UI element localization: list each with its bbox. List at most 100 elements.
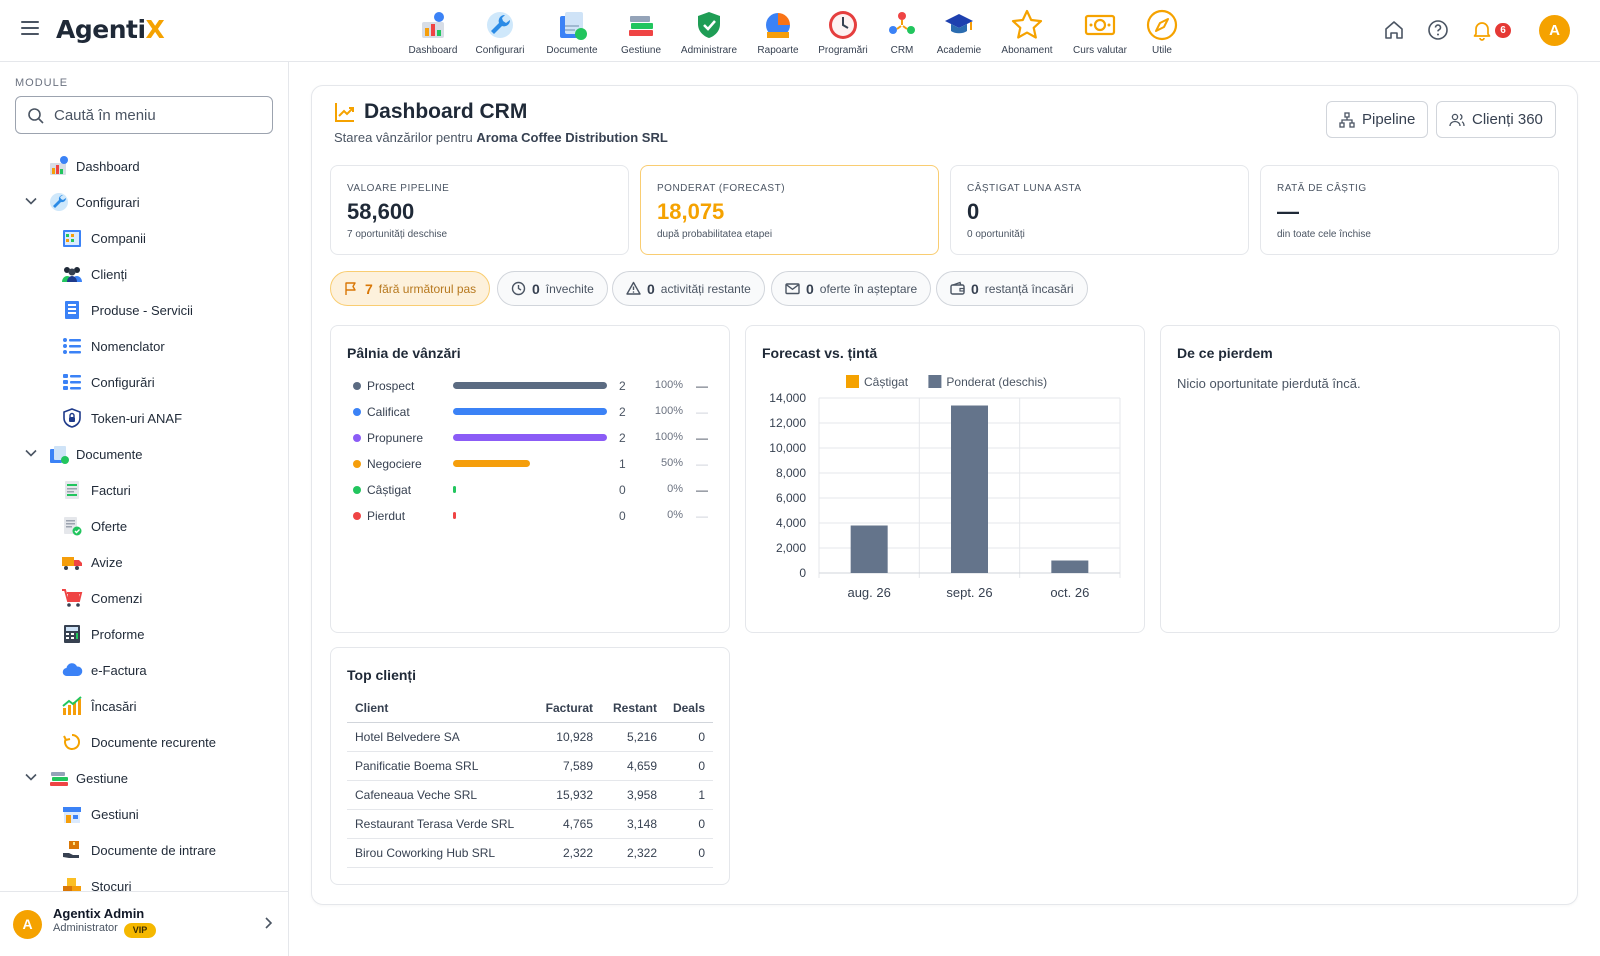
topnav-curs-valutar[interactable]: Curs valutar xyxy=(1066,0,1134,62)
search-input[interactable] xyxy=(54,105,264,125)
sidebar: MODULE Dashboard Configurari Companii Cl… xyxy=(0,62,289,956)
sidebar-item-gestiuni[interactable]: Gestiuni xyxy=(0,796,288,832)
topnav-rapoarte[interactable]: Rapoarte xyxy=(744,0,812,62)
kpi-value: — xyxy=(1277,199,1299,224)
column-header-overdue[interactable]: Restant xyxy=(595,694,659,723)
client-name-cell: Restaurant Terasa Verde SRL xyxy=(347,809,525,839)
loss-reasons-panel: De ce pierdem Nicio oportunitate pierdut… xyxy=(1160,325,1560,633)
top-bar: AgentiX Dashboard Configurari Documente … xyxy=(0,0,1600,62)
sidebar-item-documente[interactable]: Documente xyxy=(0,436,288,472)
user-avatar[interactable]: A xyxy=(1539,15,1570,46)
legend-label: Ponderat (deschis) xyxy=(946,375,1047,389)
chip-count: 0 xyxy=(647,280,655,297)
kpi-note: din toate cele închise xyxy=(1277,229,1371,240)
funnel-row: Calificat 2 100% — xyxy=(347,402,717,422)
sidebar-item-stocuri[interactable]: Stocuri xyxy=(0,868,288,904)
topnav-label: Programări xyxy=(818,45,868,56)
list-icon xyxy=(63,338,81,354)
page-title: Dashboard CRM xyxy=(364,100,528,123)
invoiced-cell: 15,932 xyxy=(525,780,595,810)
client-name-cell: Panificatie Boema SRL xyxy=(347,751,525,781)
sidebar-item-efactura[interactable]: e-Factura xyxy=(0,652,288,688)
deals-cell: 0 xyxy=(659,838,713,868)
stage-count: 0 xyxy=(619,483,626,497)
sidebar-item-configurari[interactable]: Configurari xyxy=(0,184,288,220)
kpi-card-won-month: CÂȘTIGAT LUNA ASTA 0 0 oportunități xyxy=(950,165,1249,255)
column-header-invoiced[interactable]: Facturat xyxy=(525,694,595,723)
topnav-gestiune[interactable]: Gestiune xyxy=(608,0,674,62)
offer-icon xyxy=(64,517,82,536)
building-icon xyxy=(63,230,81,247)
legend-swatch xyxy=(928,375,942,388)
dashboard-icon xyxy=(50,156,68,175)
sidebar-user-card[interactable]: A Agentix Admin Administrator VIP xyxy=(0,891,288,956)
help-icon[interactable] xyxy=(1426,18,1450,42)
y-tick-label: 6,000 xyxy=(776,491,806,505)
sidebar-item-token-anaf[interactable]: Token-uri ANAF xyxy=(0,400,288,436)
stage-dot xyxy=(353,434,361,442)
boxes-icon xyxy=(63,878,81,895)
topnav-academie[interactable]: Academie xyxy=(930,0,988,62)
topnav-programari[interactable]: Programări xyxy=(812,0,874,62)
topnav-dashboard[interactable]: Dashboard xyxy=(402,0,464,62)
chip-overdue-activities[interactable]: 0 activități restante xyxy=(612,271,765,306)
topnav-utile[interactable]: Utile xyxy=(1134,0,1190,62)
topnav-configurari[interactable]: Configurari xyxy=(464,0,536,62)
chevron-down-icon[interactable] xyxy=(24,194,38,208)
home-icon[interactable] xyxy=(1382,18,1406,42)
column-header-client[interactable]: Client xyxy=(347,694,525,723)
sidebar-item-clienti[interactable]: Clienți xyxy=(0,256,288,292)
stage-bar-track xyxy=(453,434,607,441)
topnav-abonament[interactable]: Abonament xyxy=(988,0,1066,62)
forecast-bar-chart: Câștigat Ponderat (deschis) 0 2,000 4,000 6,0… xyxy=(769,375,1121,600)
sidebar-item-configurari-sub[interactable]: Configurări xyxy=(0,364,288,400)
sidebar-item-facturi[interactable]: Facturi xyxy=(0,472,288,508)
sidebar-item-avize[interactable]: Avize xyxy=(0,544,288,580)
sidebar-item-gestiune[interactable]: Gestiune xyxy=(0,760,288,796)
app-logo[interactable]: AgentiX xyxy=(56,15,165,44)
topnav-label: Curs valutar xyxy=(1073,45,1127,56)
table-row[interactable]: Cafeneaua Veche SRL 15,932 3,958 1 xyxy=(347,780,713,810)
stage-bar-track xyxy=(453,382,607,389)
topnav-administrare[interactable]: Administrare xyxy=(674,0,744,62)
sidebar-item-dashboard[interactable]: Dashboard xyxy=(0,148,288,184)
sidebar-item-companii[interactable]: Companii xyxy=(0,220,288,256)
chip-overdue-collections[interactable]: 0 restanță încasări xyxy=(936,271,1088,306)
chevron-down-icon[interactable] xyxy=(24,770,38,784)
table-row[interactable]: Hotel Belvedere SA 10,928 5,216 0 xyxy=(347,722,713,752)
topnav-label: Academie xyxy=(936,45,982,56)
table-row[interactable]: Restaurant Terasa Verde SRL 4,765 3,148 0 xyxy=(347,809,713,839)
pipeline-button[interactable]: Pipeline xyxy=(1326,101,1429,138)
chevron-right-icon[interactable] xyxy=(262,916,274,930)
sidebar-item-incasari[interactable]: Încasări xyxy=(0,688,288,724)
x-tick-label: sept. 26 xyxy=(946,585,992,600)
hamburger-menu-icon[interactable] xyxy=(21,21,39,37)
funnel-row: Negociere 1 50% — xyxy=(347,454,717,474)
kpi-note: după probabilitatea etapei xyxy=(657,229,773,240)
sidebar-item-oferte[interactable]: Oferte xyxy=(0,508,288,544)
chip-pending-offers[interactable]: 0 oferte în așteptare xyxy=(771,271,932,306)
sidebar-item-documente-recurente[interactable]: Documente recurente xyxy=(0,724,288,760)
topnav-crm[interactable]: CRM xyxy=(874,0,930,62)
topnav-documente[interactable]: Documente xyxy=(536,0,608,62)
sidebar-item-proforme[interactable]: Proforme xyxy=(0,616,288,652)
sidebar-item-documente-intrare[interactable]: Documente de intrare xyxy=(0,832,288,868)
stage-bar-track xyxy=(453,486,607,493)
column-header-deals[interactable]: Deals xyxy=(659,694,713,723)
table-row[interactable]: Panificatie Boema SRL 7,589 4,659 0 xyxy=(347,751,713,781)
sidebar-item-comenzi[interactable]: Comenzi xyxy=(0,580,288,616)
chip-no-next-step[interactable]: 7 fără următorul pas xyxy=(330,271,491,306)
table-row[interactable]: Birou Coworking Hub SRL 2,322 2,322 0 xyxy=(347,838,713,868)
bar xyxy=(1051,560,1089,573)
kpi-card-win-rate: RATĂ DE CÂȘTIG — din toate cele închise xyxy=(1260,165,1559,255)
deals-cell: 0 xyxy=(659,751,713,781)
sales-funnel-panel: Pâlnia de vânzări Prospect 2 100% — Califica… xyxy=(330,325,730,633)
clients-360-button[interactable]: Clienți 360 xyxy=(1436,101,1556,138)
sidebar-item-nomenclator[interactable]: Nomenclator xyxy=(0,328,288,364)
kpi-card-forecast: PONDERAT (FORECAST) 18,075 după probabil… xyxy=(640,165,939,255)
chevron-down-icon[interactable] xyxy=(24,446,38,460)
bell-icon[interactable] xyxy=(1470,18,1494,42)
chip-stale[interactable]: 0 învechite xyxy=(497,271,608,306)
sidebar-item-produse-servicii[interactable]: Produse - Servicii xyxy=(0,292,288,328)
pipeline-button-label: Pipeline xyxy=(1362,111,1416,128)
